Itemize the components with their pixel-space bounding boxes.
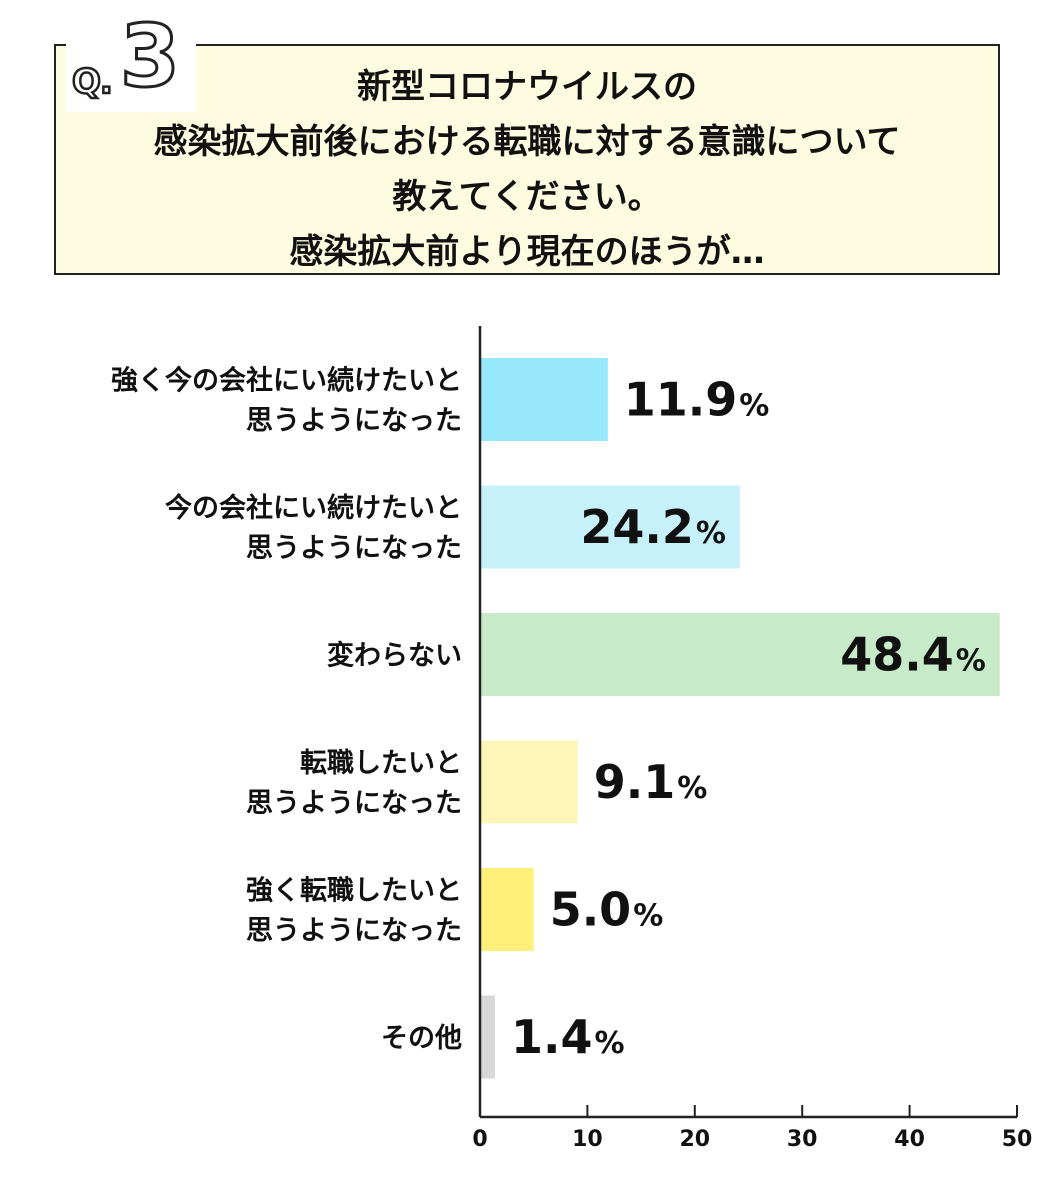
category-label-2-1: 今の会社にい続けたいと xyxy=(165,492,462,524)
x-tick-label-6: 50 xyxy=(1002,1127,1033,1152)
category-label-1-1: 強く今の会社にい続けたいと xyxy=(111,365,462,397)
x-tick-label-3: 20 xyxy=(679,1127,710,1152)
bar-3 xyxy=(480,613,1000,696)
bar-6 xyxy=(480,995,496,1079)
bar-2 xyxy=(480,485,740,569)
category-label-2-2: 思うようになった xyxy=(246,533,462,564)
x-tick-label-2: 10 xyxy=(572,1127,603,1152)
question-badge-prefix: Q. xyxy=(71,61,114,104)
category-label-1-2: 思うようになった xyxy=(246,406,462,437)
value-unit-3: % xyxy=(956,644,986,679)
category-label-4-1: 転職したいと xyxy=(300,748,462,779)
value-unit-5: % xyxy=(633,899,663,934)
value-label-2: 24.2 xyxy=(580,500,694,554)
question-badge xyxy=(66,22,196,112)
question-line-1: 新型コロナウイルスの xyxy=(357,67,697,107)
value-label-4: 9.1 xyxy=(594,755,676,809)
value-label-1: 11.9 xyxy=(624,373,738,427)
bar-5 xyxy=(480,868,534,951)
bar-4 xyxy=(480,740,578,824)
value-label-5: 5.0 xyxy=(550,883,632,937)
x-tick-label-1: 0 xyxy=(472,1127,487,1152)
category-label-3-1: 変わらない xyxy=(327,640,462,672)
bar-1 xyxy=(480,358,608,441)
question-box xyxy=(54,44,1000,275)
question-line-3: 教えてください。 xyxy=(392,177,662,217)
value-label-6: 1.4 xyxy=(511,1010,593,1064)
value-unit-1: % xyxy=(739,389,769,424)
question-line-2: 感染拡大前後における転職に対する意識について xyxy=(153,122,901,162)
value-unit-2: % xyxy=(696,516,726,551)
category-label-5-1: 強く転職したいと xyxy=(246,876,462,907)
x-tick-label-5: 40 xyxy=(894,1127,925,1152)
x-tick-label-4: 30 xyxy=(787,1127,818,1152)
category-label-4-2: 思うようになった xyxy=(246,788,462,819)
value-label-3: 48.4 xyxy=(840,628,954,682)
value-unit-4: % xyxy=(677,771,707,806)
question-badge-number: 3 xyxy=(119,7,182,107)
question-line-4: 感染拡大前より現在のほうが… xyxy=(289,232,765,272)
category-label-5-2: 思うようになった xyxy=(246,916,462,947)
question-text: 新型コロナウイルスの 感染拡大前後における転職に対する意識について 教えてくださ… xyxy=(54,60,1000,280)
value-unit-6: % xyxy=(595,1026,625,1061)
category-label-6-1: その他 xyxy=(381,1023,462,1054)
